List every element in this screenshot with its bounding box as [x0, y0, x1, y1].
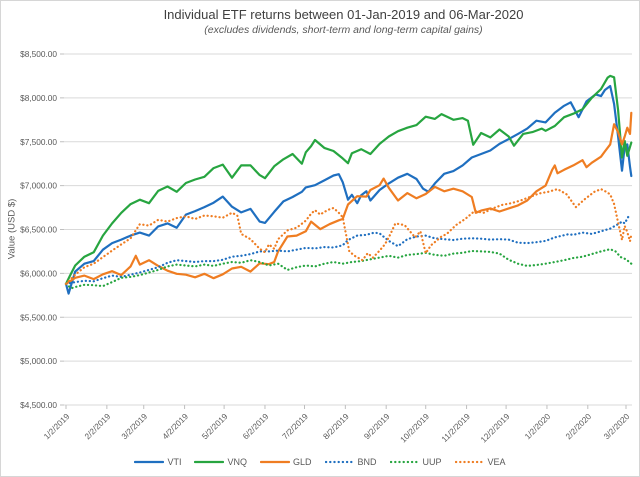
x-tick-label: 9/2/2019 — [362, 411, 392, 441]
y-tick-label: $5,500.00 — [20, 312, 57, 322]
y-tick-label: $7,500.00 — [20, 137, 57, 147]
series-line-vti — [64, 84, 633, 295]
legend-swatch-vea — [454, 460, 485, 464]
x-tick-label: 8/2/2019 — [321, 411, 351, 441]
y-tick-label: $4,500.00 — [20, 400, 57, 410]
legend-swatch-gld — [259, 460, 290, 464]
legend-item-uup: UUP — [389, 457, 442, 467]
legend-label: BND — [357, 457, 377, 467]
y-tick-label: $7,000.00 — [20, 181, 57, 191]
x-tick-label: 11/2/2019 — [439, 411, 472, 444]
legend-label: VEA — [487, 457, 506, 467]
x-tick-label: 2/2/2020 — [563, 411, 593, 441]
legend-swatch-vnq — [194, 460, 225, 464]
chart-legend: VTI VNQ GLD BND UUP VEA — [1, 454, 639, 470]
y-tick-label: $8,500.00 — [20, 49, 57, 59]
legend-item-vti: VTI — [134, 457, 181, 467]
x-tick-label: 4/2/2019 — [160, 411, 190, 441]
series-line-bnd — [64, 214, 633, 285]
legend-item-vea: VEA — [454, 457, 506, 467]
x-tick-label: 2/2/2019 — [82, 411, 112, 441]
x-tick-label: 3/2/2019 — [119, 411, 149, 441]
series-line-uup — [64, 248, 633, 290]
legend-item-vnq: VNQ — [194, 457, 247, 467]
series-line-gld — [64, 111, 633, 285]
legend-swatch-bnd — [324, 460, 355, 464]
x-tick-label: 1/2/2020 — [522, 411, 552, 441]
legend-label: VNQ — [227, 457, 247, 467]
y-tick-label: $6,000.00 — [20, 268, 57, 278]
legend-label: GLD — [292, 457, 312, 467]
x-tick-label: 3/2/2020 — [602, 411, 632, 441]
x-tick-label: 5/2/2019 — [200, 411, 230, 441]
y-tick-label: $6,500.00 — [20, 225, 57, 235]
legend-swatch-uup — [389, 460, 420, 464]
y-tick-label: $5,000.00 — [20, 356, 57, 366]
chart-title: Individual ETF returns between 01-Jan-20… — [163, 7, 524, 22]
legend-item-bnd: BND — [324, 457, 377, 467]
y-tick-label: $8,000.00 — [20, 93, 57, 103]
x-tick-label: 10/2/2019 — [398, 411, 431, 444]
x-tick-label: 6/2/2019 — [240, 411, 270, 441]
chart-subtitle: (excludes dividends, short-term and long… — [204, 24, 483, 36]
legend-label: VTI — [167, 457, 182, 467]
x-tick-label: 1/2/2019 — [42, 411, 72, 441]
legend-item-gld: GLD — [259, 457, 312, 467]
series-line-vea — [64, 188, 633, 285]
x-tick-label: 7/2/2019 — [280, 411, 310, 441]
series-line-vnq — [64, 74, 633, 285]
legend-swatch-vti — [134, 460, 165, 464]
legend-label: UUP — [422, 457, 442, 467]
x-tick-label: 12/2/2019 — [478, 411, 511, 444]
